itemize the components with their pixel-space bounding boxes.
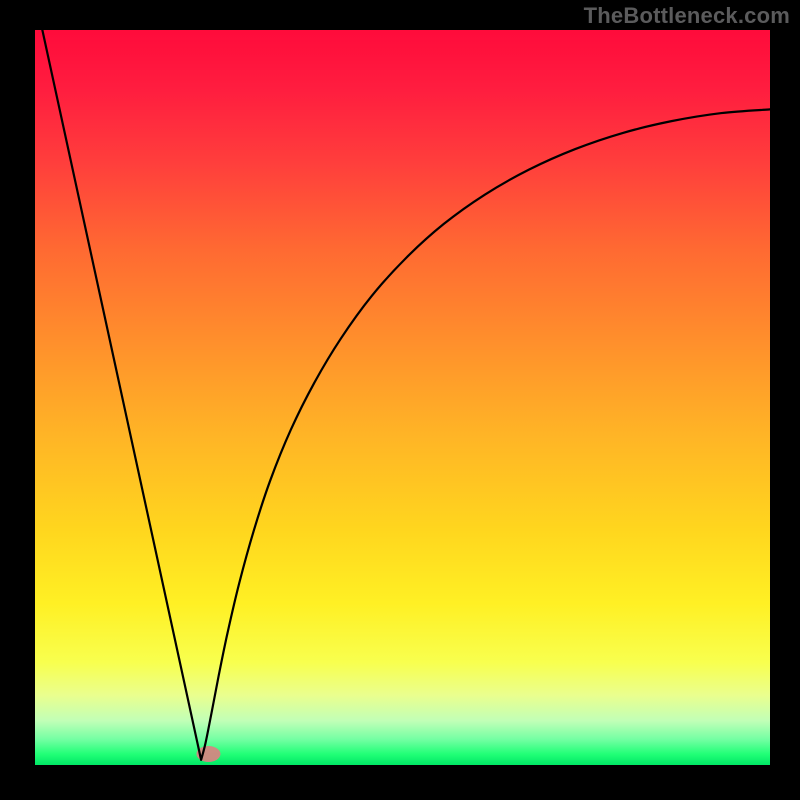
chart-background [35,30,770,765]
watermark-text: TheBottleneck.com [584,3,790,29]
chart-frame: TheBottleneck.com [0,0,800,800]
bottleneck-curve-chart [35,30,770,765]
